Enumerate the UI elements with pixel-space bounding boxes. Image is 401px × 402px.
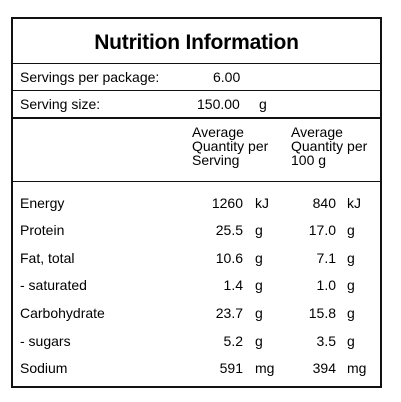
nutrition-panel: Nutrition Information Servings per packa…: [11, 17, 382, 388]
divider: [13, 181, 380, 182]
row-label-saturated: - saturated: [20, 277, 87, 293]
divider-thick: [13, 117, 380, 119]
row-label-protein: Protein: [20, 222, 65, 238]
row-label-carbohydrate: Carbohydrate: [20, 305, 105, 321]
row-serving-value-protein: 25.5: [215, 222, 243, 238]
serving-size-label: Serving size:: [20, 96, 101, 112]
servings-per-package-value: 6.00: [213, 69, 241, 85]
serving-size-unit: g: [259, 96, 267, 112]
row-serving-unit-sodium: mg: [255, 360, 275, 376]
row-label-sugars: - sugars: [20, 333, 71, 349]
row-serving-value-fat-total: 10.6: [215, 250, 243, 266]
row-serving-value-sodium: 591: [219, 360, 243, 376]
row-label-energy: Energy: [20, 195, 65, 211]
row-label-sodium: Sodium: [20, 360, 68, 376]
per-serving-header-line1: Average: [192, 124, 244, 140]
row-per100-value-protein: 17.0: [308, 222, 336, 238]
row-serving-unit-energy: kJ: [255, 195, 269, 211]
row-per100-value-saturated: 1.0: [316, 277, 336, 293]
divider: [13, 90, 380, 91]
row-per100-unit-saturated: g: [347, 277, 355, 293]
row-per100-value-carbohydrate: 15.8: [308, 305, 336, 321]
per-100g-header-line1: Average: [291, 124, 343, 140]
servings-per-package-label: Servings per package:: [20, 69, 160, 85]
row-serving-unit-carbohydrate: g: [255, 305, 263, 321]
row-serving-unit-fat-total: g: [255, 250, 263, 266]
per-100g-header-line3: 100 g: [291, 152, 327, 168]
row-per100-unit-fat-total: g: [347, 250, 355, 266]
row-per100-value-fat-total: 7.1: [316, 250, 336, 266]
row-serving-value-carbohydrate: 23.7: [215, 305, 243, 321]
row-serving-unit-sugars: g: [255, 333, 263, 349]
divider: [13, 63, 380, 64]
row-serving-unit-saturated: g: [255, 277, 263, 293]
row-serving-value-energy: 1260: [211, 195, 243, 211]
row-per100-value-energy: 840: [312, 195, 336, 211]
panel-title: Nutrition Information: [94, 31, 299, 54]
row-per100-unit-sugars: g: [347, 333, 355, 349]
row-serving-value-sugars: 5.2: [223, 333, 243, 349]
row-label-fat-total: Fat, total: [20, 250, 75, 266]
row-per100-value-sugars: 3.5: [316, 333, 336, 349]
per-100g-header-line2: Quantity per: [291, 138, 368, 154]
row-per100-value-sodium: 394: [312, 360, 336, 376]
per-serving-header-line3: Serving: [192, 152, 240, 168]
row-serving-unit-protein: g: [255, 222, 263, 238]
row-per100-unit-energy: kJ: [347, 195, 361, 211]
row-per100-unit-protein: g: [347, 222, 355, 238]
row-per100-unit-carbohydrate: g: [347, 305, 355, 321]
row-serving-value-saturated: 1.4: [223, 277, 243, 293]
serving-size-value: 150.00: [197, 96, 240, 112]
row-per100-unit-sodium: mg: [347, 360, 367, 376]
per-serving-header-line2: Quantity per: [192, 138, 269, 154]
